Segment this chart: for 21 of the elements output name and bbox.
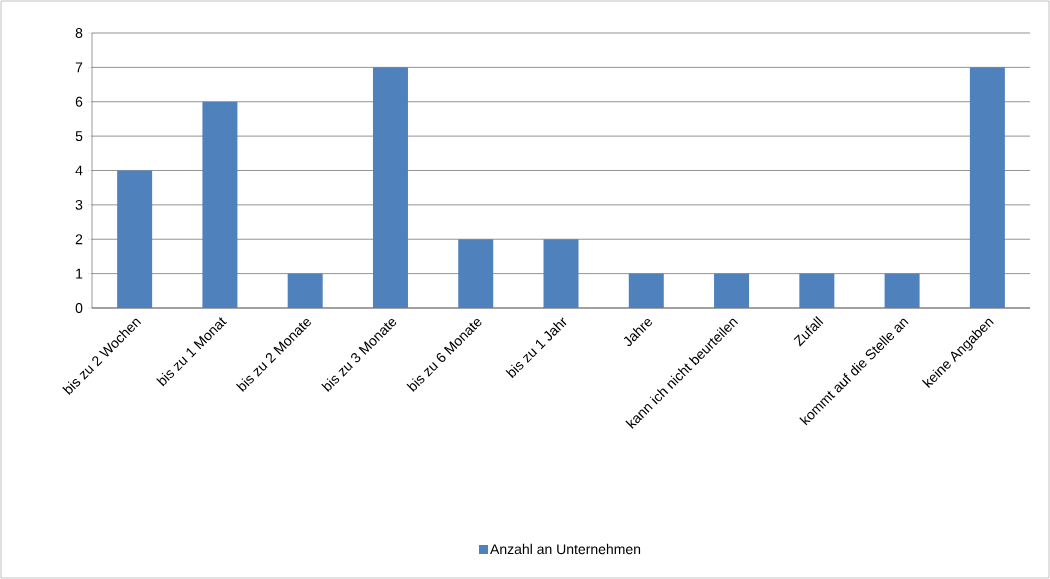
bar xyxy=(969,67,1005,308)
y-tick-label: 0 xyxy=(75,303,83,313)
legend-label: Anzahl an Unternehmen xyxy=(490,543,641,555)
bar xyxy=(202,101,238,308)
y-tick-label: 4 xyxy=(75,165,83,176)
bar xyxy=(117,170,153,308)
bar xyxy=(799,273,835,308)
y-tick-label: 1 xyxy=(76,268,83,279)
y-tick-label: 5 xyxy=(75,131,83,141)
bar xyxy=(372,67,408,308)
bar xyxy=(287,273,323,308)
bar xyxy=(543,239,579,308)
bar xyxy=(458,239,494,308)
bar xyxy=(884,273,920,308)
y-tick-label: 2 xyxy=(75,234,83,245)
y-tick-label: 3 xyxy=(75,199,83,210)
bar xyxy=(714,273,750,308)
y-tick-label: 6 xyxy=(75,96,83,107)
y-tick-label: 7 xyxy=(75,62,83,73)
y-tick-label: 8 xyxy=(75,28,83,38)
bar xyxy=(628,273,664,308)
